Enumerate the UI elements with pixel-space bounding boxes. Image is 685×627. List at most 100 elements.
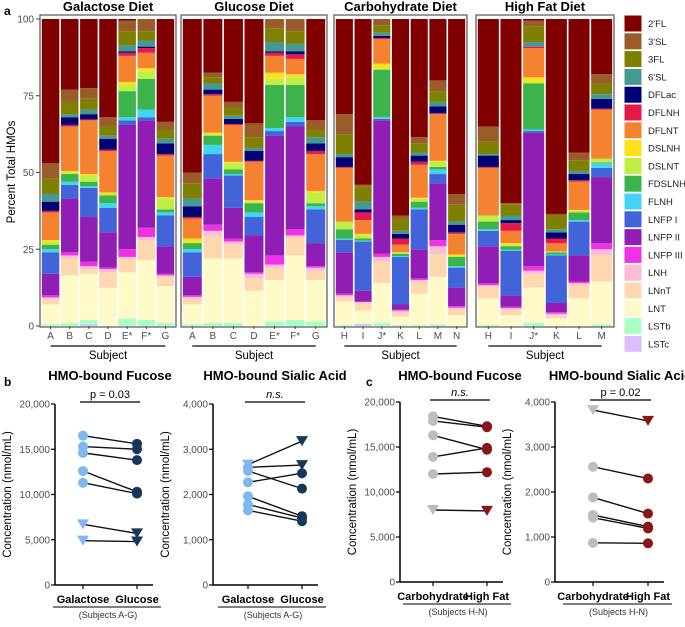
bar-segment-lnfpiii	[568, 281, 589, 283]
legend-item: 3'SL	[624, 33, 667, 50]
bar-segment-flnh	[138, 110, 156, 118]
plot-title: HMO-bound Sialic Acid	[203, 368, 346, 383]
stacked-bar	[392, 19, 409, 326]
bar-segment-lstb	[80, 320, 98, 325]
circle-marker	[482, 443, 492, 453]
bar-segment-lnfpiii	[429, 240, 446, 246]
x-tick-label: E*	[122, 331, 133, 342]
bar-segment-dflac	[411, 156, 428, 162]
significance-label: p = 0.03	[90, 389, 130, 401]
bar-segment-dflnt	[392, 245, 409, 253]
bar-segment-dslnh	[99, 192, 117, 194]
bar-segment-lnfpiii	[591, 243, 612, 249]
bar-segment-dflnh	[80, 119, 98, 120]
stacked-bar	[546, 19, 567, 326]
bar-segment-dflnt	[306, 154, 325, 191]
bar-segment-dflnh	[157, 154, 175, 156]
bar-segment-dflac	[61, 117, 79, 125]
bar-segment-6sl	[265, 42, 284, 51]
bar-segment-lnnt	[568, 285, 589, 299]
bar-segment-3fl	[138, 31, 156, 40]
bar-segment-3sl	[138, 19, 156, 31]
bar-segment-3sl	[224, 102, 243, 108]
stacked-bar	[448, 19, 465, 326]
bar-segment-3sl	[500, 203, 521, 205]
legend-label: DFLac	[648, 90, 676, 101]
bar-segment-lnnt	[42, 298, 60, 304]
bar-segment-dflac	[42, 202, 60, 211]
bar-segment-2fl	[568, 19, 589, 153]
y-tick-label: 5,000	[25, 535, 50, 546]
bar-segment-dslnt	[355, 235, 372, 238]
bar-segment-2fl	[183, 19, 202, 173]
bar-segment-dslnt	[591, 159, 612, 163]
legend-item: DFLNH	[624, 104, 680, 121]
plot-title: HMO-bound Sialic Acid	[549, 368, 685, 383]
significance-label: n.s.	[266, 389, 284, 401]
x-tick-label: I	[362, 331, 365, 342]
y-tick-label: 2,000	[525, 488, 550, 499]
bar-segment-flnh	[245, 212, 264, 217]
bar-segment-lnfpii	[80, 217, 98, 262]
legend-item: LNH	[624, 264, 667, 281]
bar-segment-6sl	[306, 137, 325, 143]
x-tick-label: F*	[141, 331, 151, 342]
legend-swatch	[624, 318, 642, 335]
bar-segment-lnt	[373, 283, 390, 323]
y-tick-label: 4,000	[525, 398, 550, 409]
x-axis-label: Subject	[89, 350, 128, 362]
bar-segment-lnt	[429, 277, 446, 325]
legend-swatch	[624, 300, 642, 317]
stacked-bar	[138, 19, 156, 326]
bar-segment-lstb	[523, 323, 544, 326]
bar-segment-lnh	[61, 255, 79, 258]
y-tick-label: 5,000	[370, 533, 395, 544]
bar-segment-3fl	[355, 186, 372, 201]
bar-segment-flnh	[429, 169, 446, 174]
bar-segment-lstb	[42, 324, 60, 326]
y-tick-label: 3,000	[525, 443, 550, 454]
bar-segment-fdslnh	[245, 203, 264, 212]
legend-swatch	[624, 157, 642, 174]
bar-segment-lnfpi	[224, 176, 243, 208]
y-tick-label: 20,000	[364, 398, 395, 409]
bar-segment-dslnt	[265, 79, 284, 85]
bar-segment-lnh	[411, 280, 428, 282]
y-tick-label: 1,000	[183, 535, 208, 546]
circle-marker	[588, 513, 598, 523]
bar-segment-lnt	[500, 315, 521, 326]
legend-swatch	[624, 86, 642, 103]
triangle-marker	[642, 416, 654, 426]
bar-segment-dflnh	[478, 167, 499, 168]
bar-segment-dflnt	[61, 126, 79, 171]
bar-segment-dflnt	[42, 212, 60, 240]
bar-segment-fdslnh	[523, 83, 544, 129]
x-tick-label: C	[230, 331, 237, 342]
bar-segment-lnt	[306, 280, 325, 321]
bar-segment-dflnh	[99, 149, 117, 151]
bar-segment-fdslnh	[355, 239, 372, 241]
legend-label: 3'SL	[648, 37, 667, 48]
bar-segment-lnnt	[183, 298, 202, 304]
pair-line	[248, 441, 302, 465]
bar-segment-6sl	[203, 83, 222, 89]
x-tick-label: A	[47, 331, 54, 342]
bar-segment-lnfpii	[591, 177, 612, 243]
bar-segment-flnh	[203, 145, 222, 154]
bar-segment-lnnt	[224, 245, 243, 259]
y-tick-label: 0	[389, 578, 395, 589]
bar-segment-lnh	[448, 308, 465, 310]
bar-segment-lnfpii	[392, 305, 409, 310]
y-axis-label-a: Percent Total HMOs	[6, 120, 18, 223]
bar-segment-3fl	[42, 179, 60, 194]
bar-segment-dflac	[306, 143, 325, 151]
legend-swatch	[624, 104, 642, 121]
bar-segment-3fl	[99, 126, 117, 135]
bar-segment-dslnt	[42, 242, 60, 245]
bar-segment-lnt	[392, 317, 409, 325]
bar-segment-flnh	[523, 130, 544, 132]
legend-label: LNFP II	[648, 233, 680, 244]
